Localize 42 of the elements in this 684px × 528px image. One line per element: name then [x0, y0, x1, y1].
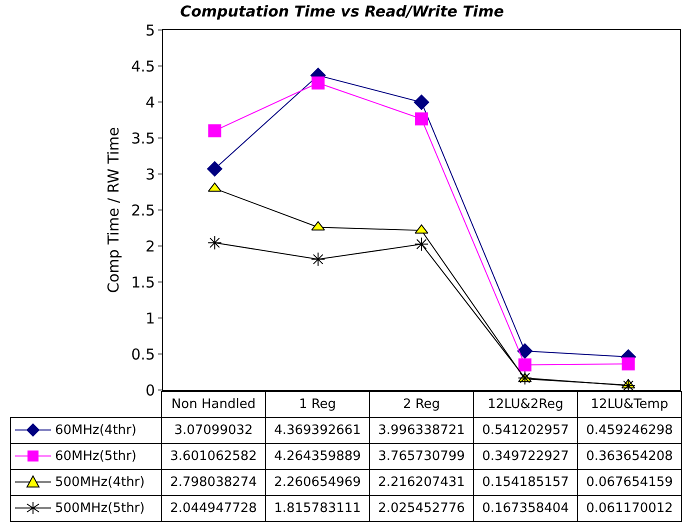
data-label: 2.216207431 [370, 470, 474, 496]
data-label: 3.07099032 [162, 418, 266, 444]
y-tick-label: 1 [145, 309, 155, 328]
data-label: 3.765730799 [370, 444, 474, 470]
x-tick-label: 2 Reg [370, 392, 474, 418]
data-label: 2.260654969 [266, 470, 370, 496]
data-label: 3.996338721 [370, 418, 474, 444]
y-tick-label: 0 [145, 381, 155, 400]
y-tick-label: 2 [145, 237, 155, 256]
data-label: 4.264359889 [266, 444, 370, 470]
y-axis-title: Comp Time / RW Time [104, 127, 122, 293]
y-tick-label: 0.5 [131, 345, 155, 364]
data-label: 0.154185157 [474, 470, 578, 496]
data-label: 2.798038274 [162, 470, 266, 496]
x-tick-label: Non Handled [162, 392, 266, 418]
data-label: 4.369392661 [266, 418, 370, 444]
data-label: 3.601062582 [162, 444, 266, 470]
data-label: 0.349722927 [474, 444, 578, 470]
legend-label: 60MHz(5thr) [55, 449, 136, 464]
y-tick-label: 3.5 [131, 129, 155, 148]
legend-label: 500MHz(4thr) [55, 475, 145, 490]
y-tick-label: 2.5 [131, 201, 155, 220]
data-label: 0.541202957 [474, 418, 578, 444]
chart-title: Computation Time vs Read/Write Time [180, 2, 504, 21]
data-label: 2.025452776 [370, 496, 474, 522]
legend-label: 60MHz(4thr) [55, 423, 136, 438]
data-label: 0.067654159 [578, 470, 682, 496]
x-tick-label: 12LU&Temp [578, 392, 682, 418]
y-tick-label: 4 [145, 93, 155, 112]
y-tick-label: 3 [145, 165, 155, 184]
data-label: 2.044947728 [162, 496, 266, 522]
y-tick-label: 1.5 [131, 273, 155, 292]
y-tick-label: 4.5 [131, 57, 155, 76]
data-label: 0.363654208 [578, 444, 682, 470]
data-label: 0.061170012 [578, 496, 682, 522]
y-tick-label: 5 [145, 21, 155, 40]
x-tick-label: 12LU&2Reg [474, 392, 578, 418]
data-label: 0.459246298 [578, 418, 682, 444]
x-tick-label: 1 Reg [266, 392, 370, 418]
legend-label: 500MHz(5thr) [55, 501, 145, 516]
data-label: 0.167358404 [474, 496, 578, 522]
data-label: 1.815783111 [266, 496, 370, 522]
